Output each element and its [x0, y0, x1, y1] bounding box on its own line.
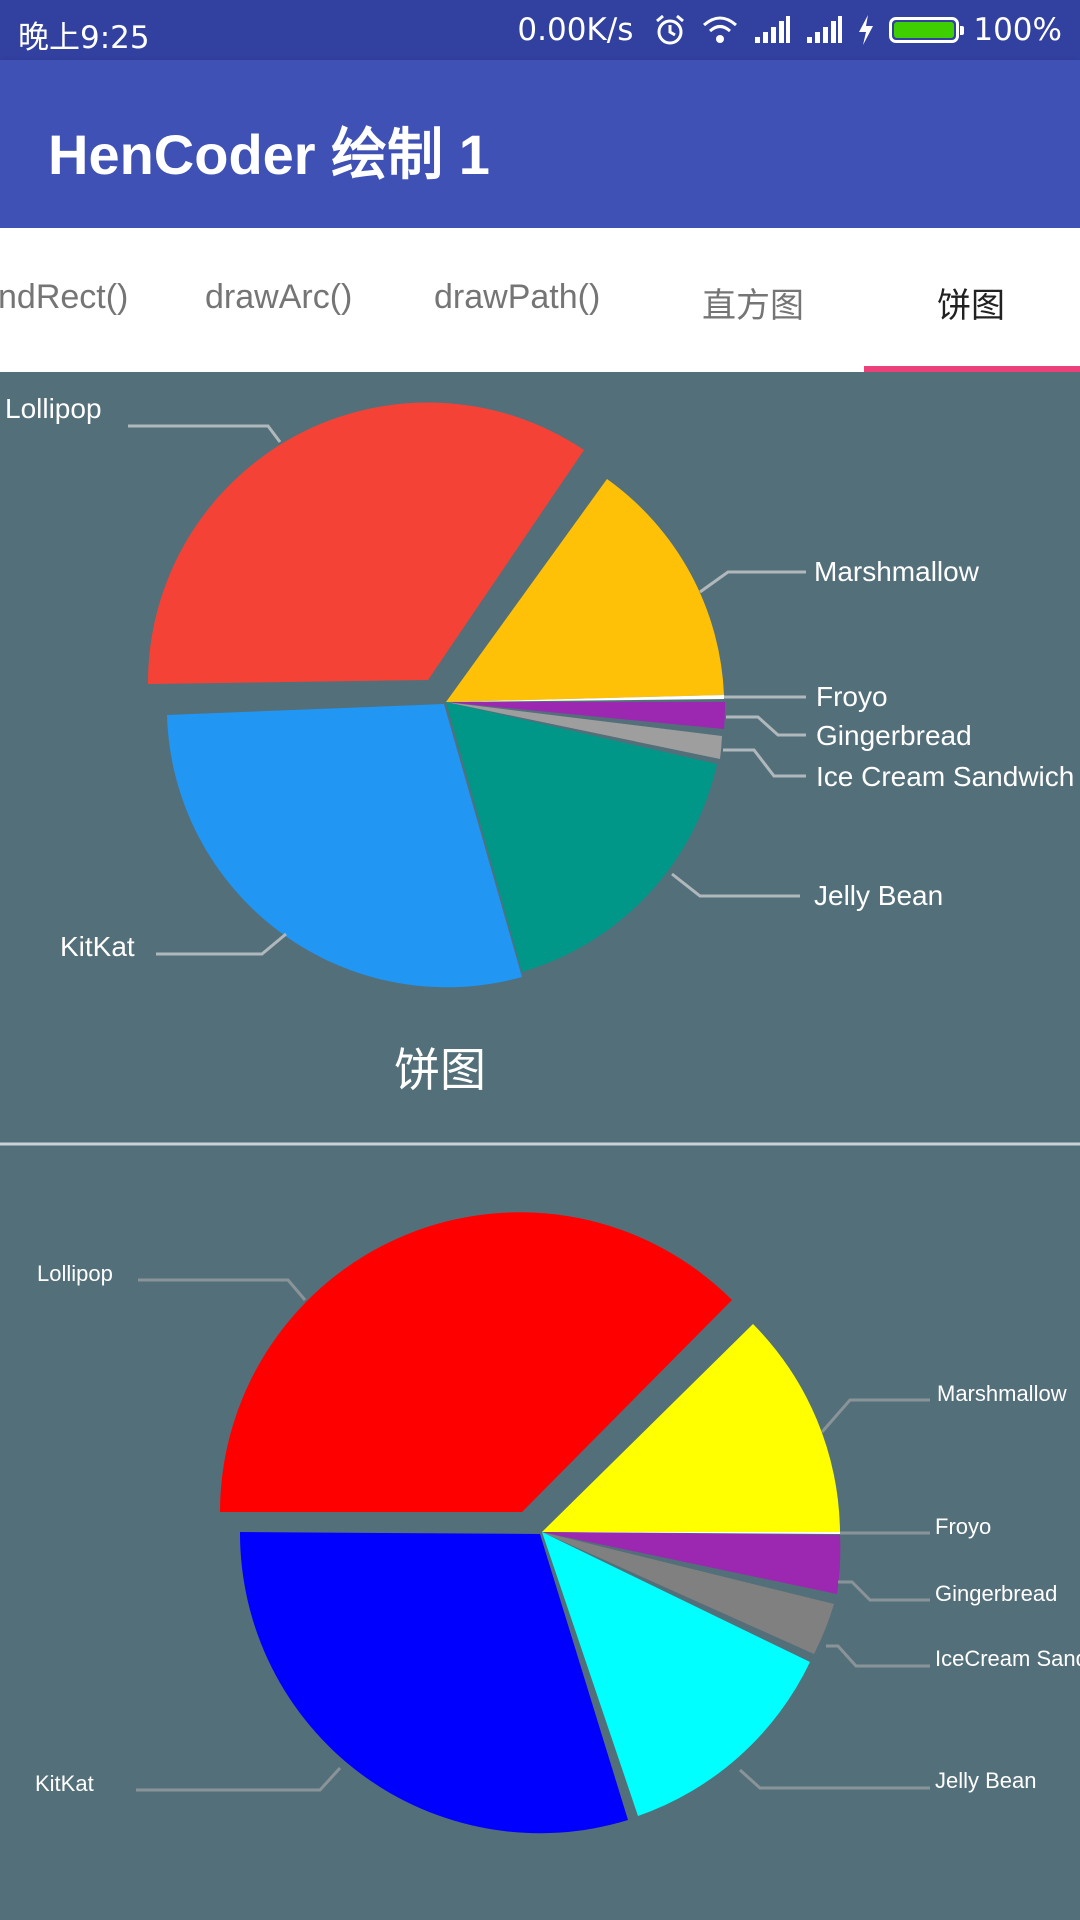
pie-slice-icecream	[542, 1532, 834, 1654]
pie-slice-marshmallow	[446, 479, 724, 702]
pie-bottom-label-jellybean: Jelly Bean	[935, 1768, 1037, 1793]
pie-top-leader-lines	[128, 424, 806, 956]
pie-bottom-label-kitkat: KitKat	[35, 1771, 94, 1796]
pie-slice-froyo	[446, 695, 725, 702]
tab-drawarc[interactable]: drawArc()	[205, 278, 353, 316]
pie-slice-gingerbread	[542, 1532, 841, 1594]
pie-bottom-label-marshmallow: Marshmallow	[937, 1381, 1067, 1406]
tab-drawpath[interactable]: drawPath()	[434, 278, 601, 316]
pie-top-label-marshmallow: Marshmallow	[814, 556, 980, 587]
pie-slice-froyo	[542, 1532, 841, 1534]
network-speed: 0.00K/s	[517, 12, 634, 48]
pie-slice-gingerbread	[446, 702, 726, 729]
pie-slice-jellybean	[446, 702, 717, 972]
battery-icon	[889, 17, 965, 43]
status-icons: 0.00K/s 100%	[517, 10, 1062, 50]
pie-bottom-label-gingerbread: Gingerbread	[935, 1581, 1057, 1606]
tab-histogram[interactable]: 直方图	[702, 287, 804, 325]
pie-slice-jellybean	[542, 1532, 810, 1816]
pie-slice-lollipop	[220, 1212, 732, 1512]
pie-slice-kitkat	[167, 704, 522, 988]
app-bar: HenCoder 绘制 1	[0, 60, 1080, 228]
content-area: Lollipop Marshmallow Froyo Gingerbread I…	[0, 372, 1080, 1920]
status-time: 晚上9:25	[18, 20, 150, 56]
tab-drawroundrect[interactable]: ndRect()	[0, 278, 129, 316]
pie-slice-lollipop	[147, 402, 584, 684]
app-title: HenCoder 绘制 1	[48, 123, 490, 186]
charging-icon	[859, 15, 874, 45]
alarm-icon	[656, 14, 685, 45]
pie-top-label-icecream: Ice Cream Sandwich	[816, 761, 1074, 792]
signal-icon	[755, 16, 791, 43]
wifi-icon	[703, 16, 738, 43]
pie-slice-marshmallow	[542, 1324, 840, 1532]
tab-bar: ndRect() drawArc() drawPath() 直方图 饼图	[0, 228, 1080, 372]
tab-pie-chart[interactable]: 饼图	[937, 287, 1005, 325]
pie-bottom-label-froyo: Froyo	[935, 1514, 991, 1539]
pie-top-caption: 饼图	[394, 1043, 486, 1097]
pie-slice-kitkat	[239, 1532, 628, 1834]
pie-chart-top: Lollipop Marshmallow Froyo Gingerbread I…	[5, 393, 1074, 1097]
pie-bottom-label-lollipop: Lollipop	[37, 1261, 113, 1286]
pie-slice-icecream	[446, 702, 722, 759]
status-bar: 晚上9:25 0.00K/s 100%	[0, 0, 1080, 60]
pie-top-label-froyo: Froyo	[816, 681, 888, 712]
pie-charts-canvas: Lollipop Marshmallow Froyo Gingerbread I…	[0, 393, 1080, 1834]
pie-top-label-gingerbread: Gingerbread	[816, 720, 972, 751]
pie-chart-bottom: Lollipop Marshmallow Froyo Gingerbread I…	[35, 1212, 1080, 1834]
pie-bottom-leader-lines	[136, 1278, 930, 1792]
pie-top-label-jellybean: Jelly Bean	[814, 880, 943, 911]
signal-icon	[807, 16, 843, 43]
pie-top-label-kitkat: KitKat	[60, 931, 135, 962]
pie-bottom-label-icecream: IceCream Sandwich	[935, 1646, 1080, 1671]
pie-top-label-lollipop: Lollipop	[5, 393, 102, 424]
battery-percent: 100%	[973, 12, 1062, 48]
tab-indicator	[864, 366, 1080, 372]
